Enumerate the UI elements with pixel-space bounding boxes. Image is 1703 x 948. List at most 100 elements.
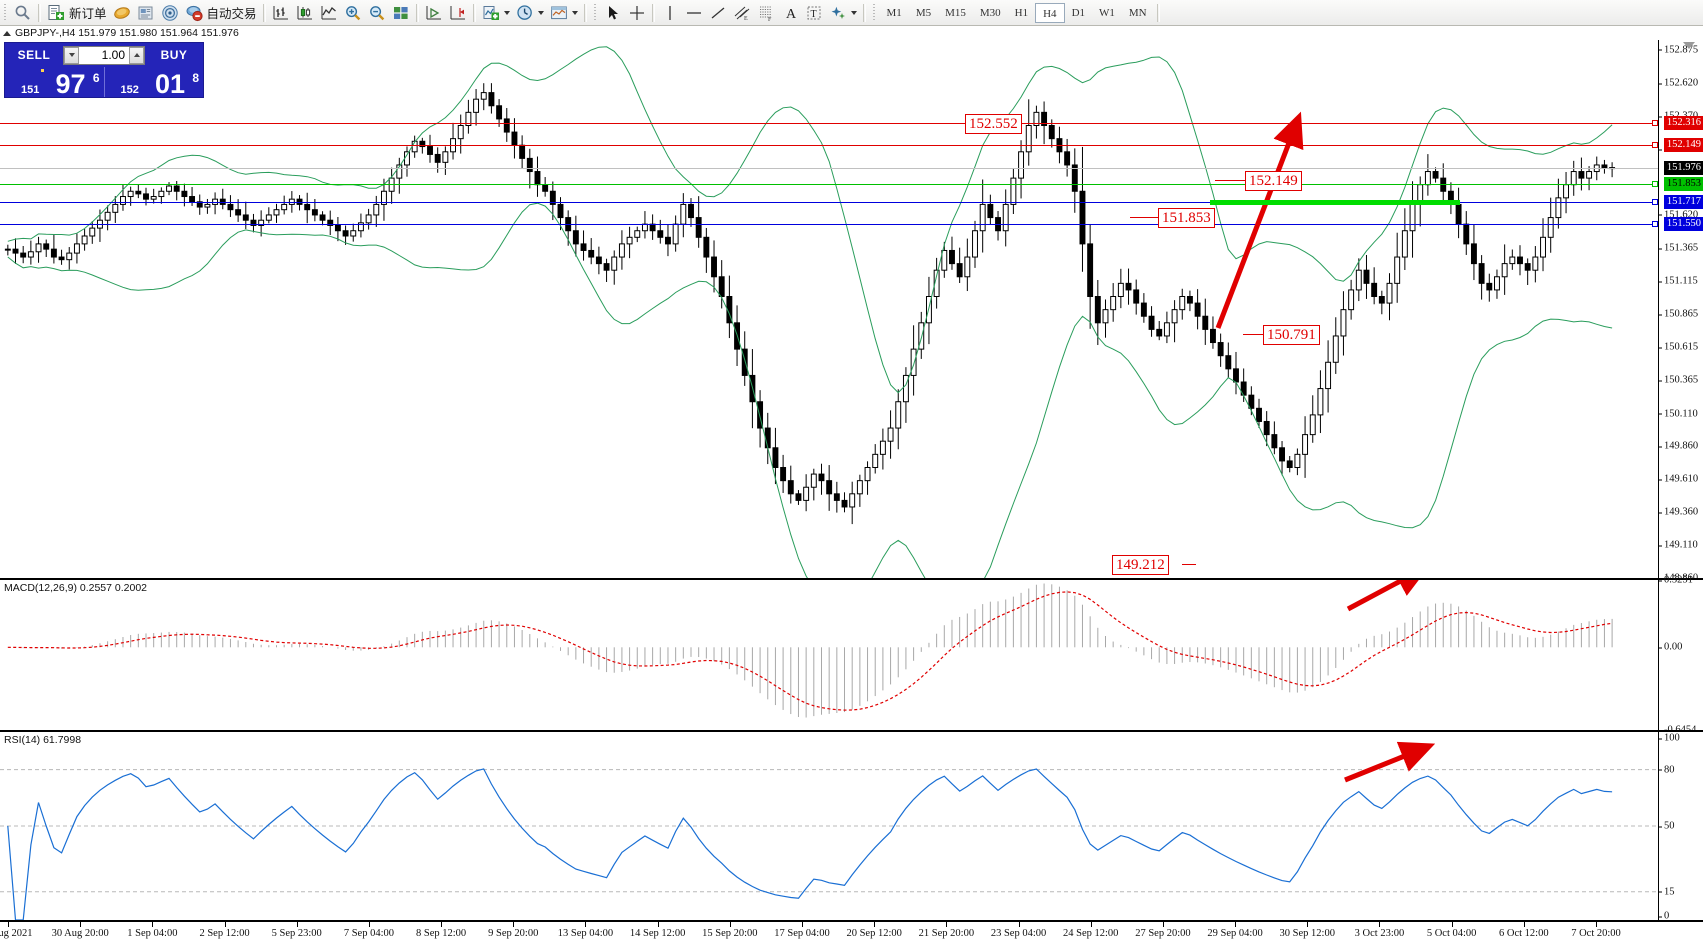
chevron-down-icon[interactable] xyxy=(571,10,578,15)
price-level-tag-resistance[interactable]: 152.316 xyxy=(1663,116,1703,131)
zoom-in-icon[interactable] xyxy=(341,1,365,25)
timeframe-m30-button[interactable]: M30 xyxy=(979,6,1001,19)
new-order-button[interactable]: 新订单 xyxy=(44,1,110,25)
horizontal-line-tool-icon[interactable] xyxy=(682,1,706,25)
level-line-151-550[interactable] xyxy=(0,224,1658,226)
timeframe-mn-button[interactable]: MN xyxy=(1128,6,1147,19)
gold-icon[interactable] xyxy=(110,1,134,25)
news-icon[interactable] xyxy=(134,1,158,25)
timeframe-d1-button[interactable]: D1 xyxy=(1071,6,1086,19)
line-chart-icon[interactable] xyxy=(317,1,341,25)
macd-plot-area[interactable] xyxy=(0,580,1658,730)
level-handle[interactable] xyxy=(1652,120,1658,127)
chart-collapse-icon[interactable] xyxy=(1683,42,1695,49)
volume-input[interactable]: 1.00 xyxy=(101,48,125,62)
callout-149-212[interactable]: 149.212 xyxy=(1112,555,1169,575)
level-handle[interactable] xyxy=(1652,142,1658,149)
price-plot-area[interactable]: 152.552 152.149 151.853 150.791 149.212 xyxy=(0,40,1658,578)
level-handle[interactable] xyxy=(1652,221,1658,228)
trendline-tool-icon[interactable] xyxy=(706,1,730,25)
timeframe-group: M1 M5 M15 M30 H1 H4 D1 W1 MN xyxy=(880,2,1154,23)
timeframe-w1-button[interactable]: W1 xyxy=(1099,6,1115,19)
timeframe-m5-button[interactable]: M5 xyxy=(915,6,932,19)
toolbar-grip-2[interactable] xyxy=(592,3,598,22)
time-axis[interactable]: 7 Aug 2021 30 Aug 20:00 1 Sep 04:00 2 Sep 1… xyxy=(0,920,1703,948)
callout-152-149[interactable]: 152.149 xyxy=(1245,171,1302,191)
rsi-axis[interactable]: 100 80 50 15 0 xyxy=(1658,732,1703,922)
price-axis[interactable]: 152.875152.620152.370152.120151.620151.3… xyxy=(1658,40,1703,584)
price-level-tag-support-blue[interactable]: 151.717 xyxy=(1663,195,1703,210)
candlestick-chart-icon[interactable] xyxy=(293,1,317,25)
vertical-line-tool-icon[interactable] xyxy=(658,1,682,25)
macd-pane[interactable]: MACD(12,26,9) 0.2557 0.2002 0.52510.00-0… xyxy=(0,575,1703,736)
volume-stepper[interactable]: 1.00 xyxy=(63,45,145,65)
volume-increment-button[interactable] xyxy=(129,46,144,64)
rsi-pane[interactable]: RSI(14) 61.7998 100 80 50 15 0 xyxy=(0,730,1703,922)
tile-windows-icon[interactable] xyxy=(389,1,413,25)
callout-150-791[interactable]: 150.791 xyxy=(1263,325,1320,345)
equidistant-channel-tool-icon[interactable]: E xyxy=(730,1,754,25)
price-level-tag-bid[interactable]: 151.976 xyxy=(1663,161,1703,176)
level-line-151-853[interactable] xyxy=(0,184,1658,186)
toolbar-separator xyxy=(38,3,41,22)
level-line-151-976[interactable] xyxy=(0,168,1658,170)
level-line-152-316[interactable] xyxy=(0,123,1658,125)
time-axis-label: 30 Aug 20:00 xyxy=(51,928,109,939)
time-tick xyxy=(152,922,154,927)
crosshair-tool-icon[interactable] xyxy=(625,1,649,25)
timeframe-h1-button[interactable]: H1 xyxy=(1014,6,1029,19)
chevron-down-icon[interactable] xyxy=(537,10,544,15)
price-tick: 149.360 xyxy=(1659,507,1698,518)
cursor-tool-icon[interactable] xyxy=(601,1,625,25)
shapes-tool-icon[interactable] xyxy=(826,1,860,25)
time-axis-label: 14 Sep 12:00 xyxy=(629,928,686,939)
bar-chart-icon[interactable] xyxy=(269,1,293,25)
time-tick xyxy=(1018,922,1020,927)
periods-icon[interactable] xyxy=(513,1,547,25)
auto-scroll-icon[interactable] xyxy=(422,1,446,25)
fibonacci-tool-icon[interactable]: F xyxy=(754,1,778,25)
timeframe-h4-button[interactable]: H4 xyxy=(1035,2,1065,23)
zoom-out-icon[interactable] xyxy=(365,1,389,25)
callout-151-853[interactable]: 151.853 xyxy=(1158,208,1215,228)
chevron-down-icon[interactable] xyxy=(503,10,510,15)
level-line-151-717[interactable] xyxy=(0,202,1658,204)
market-watch-icon[interactable] xyxy=(11,1,35,25)
toolbar-separator xyxy=(1156,3,1160,22)
text-label-tool-icon[interactable]: T xyxy=(802,1,826,25)
timeframe-m1-button[interactable]: M1 xyxy=(886,6,902,19)
level-handle[interactable] xyxy=(1652,181,1658,188)
timeframe-m15-button[interactable]: M15 xyxy=(945,6,966,19)
time-axis-label: 24 Sep 12:00 xyxy=(1063,928,1119,939)
price-chart-pane[interactable]: 152.552 152.149 151.853 150.791 149.212 152.… xyxy=(0,40,1703,584)
level-line-152-149[interactable] xyxy=(0,145,1658,147)
level-handle[interactable] xyxy=(1652,199,1658,206)
rsi-arrow-annotation xyxy=(1344,741,1436,783)
callout-leader xyxy=(1030,123,1052,124)
chart-shift-icon[interactable] xyxy=(446,1,470,25)
buy-price-main: 01 xyxy=(154,69,185,99)
toolbar-grip[interactable] xyxy=(3,3,8,22)
callout-152-552[interactable]: 152.552 xyxy=(965,114,1022,134)
buy-button[interactable]: BUY xyxy=(160,48,188,62)
price-level-tag-support-green[interactable]: 151.853 xyxy=(1663,177,1703,192)
one-click-trading-panel[interactable]: SELL 1.00 BUY 151 97 6 152 01 8 xyxy=(4,42,204,98)
signals-icon[interactable] xyxy=(158,1,182,25)
sell-button[interactable]: SELL xyxy=(17,48,51,62)
chevron-down-icon[interactable] xyxy=(850,10,857,15)
price-level-tag-support-blue[interactable]: 151.550 xyxy=(1663,217,1703,232)
toolbar-grip-3[interactable] xyxy=(871,3,877,22)
buy-price-display[interactable]: 152 01 8 xyxy=(103,67,204,99)
templates-icon[interactable] xyxy=(547,1,581,25)
rsi-plot-area[interactable] xyxy=(0,732,1658,920)
svg-text:F: F xyxy=(768,17,772,23)
price-level-tag-resistance[interactable]: 152.149 xyxy=(1663,138,1703,153)
collapse-triangle-icon[interactable] xyxy=(3,30,11,36)
indicators-icon[interactable] xyxy=(479,1,513,25)
auto-trading-button[interactable]: 自动交易 xyxy=(182,1,260,25)
sell-price-display[interactable]: 151 97 6 xyxy=(5,67,104,98)
callout-leader xyxy=(1130,217,1158,218)
text-tool-icon[interactable]: A xyxy=(778,1,802,25)
volume-decrement-button[interactable] xyxy=(64,46,79,64)
